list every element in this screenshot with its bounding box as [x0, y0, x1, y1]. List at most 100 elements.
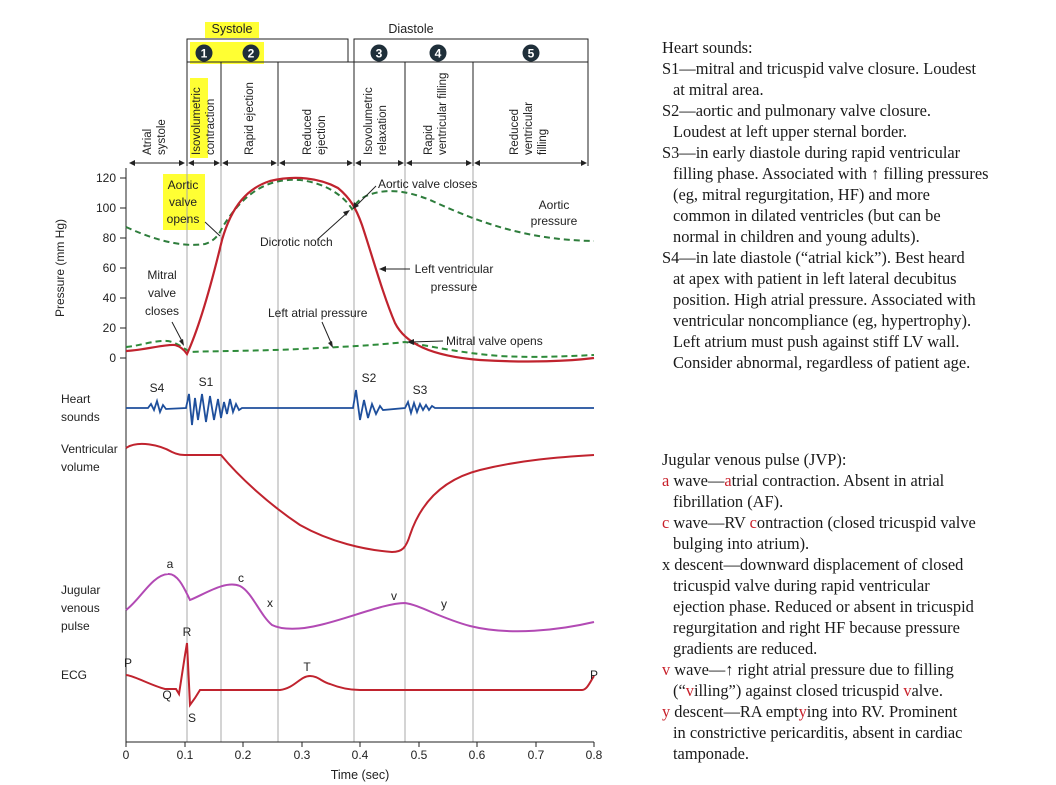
- ecg-trace: [125, 642, 595, 708]
- phase-redfill-c: filling: [537, 129, 549, 155]
- mitral-valve-closes-pointer: [171, 321, 184, 344]
- s3-line4: common in dilated ventricles (but can be: [673, 206, 941, 225]
- svg-text:Heart: Heart: [61, 392, 91, 406]
- svg-text:0.4: 0.4: [352, 748, 369, 762]
- jvp-panel: Jugular venous pulse (JVP): a wave—atria…: [662, 449, 1054, 764]
- la-pressure-pointer: [321, 321, 333, 346]
- phase-badge-3: 3: [370, 44, 388, 62]
- phase-atrial-systole-a: Atrial: [142, 129, 154, 155]
- jvp-c-label: c: [238, 571, 244, 585]
- svg-text:2: 2: [248, 47, 255, 61]
- s3-line3: (eg, mitral regurgitation, HF) and more: [673, 185, 930, 204]
- phase-reduced-ejection-a: Reduced: [302, 109, 314, 155]
- s4-label: S4: [150, 381, 165, 395]
- aortic-valve-opens-pointer: [204, 221, 221, 237]
- time-ticks: [125, 742, 595, 747]
- left-ventricular-pressure-curve: [125, 176, 595, 363]
- svg-text:0.6: 0.6: [469, 748, 486, 762]
- phase-rapidfill-b: ventricular filling: [437, 73, 449, 155]
- svg-text:volume: volume: [61, 460, 100, 474]
- phase-redfill-a: Reduced: [509, 109, 521, 155]
- svg-text:valve: valve: [169, 195, 197, 209]
- svg-text:4: 4: [435, 47, 442, 61]
- phase-isovol-a: Isovolumetric: [191, 87, 203, 155]
- jvp-x-line2: tricuspid valve during rapid ventricular: [673, 576, 930, 595]
- s4-line4: ventricular noncompliance (eg, hypertrop…: [673, 311, 972, 330]
- aortic-valve-opens-label: Aortic valve opens: [167, 178, 200, 226]
- ecg-wave-labels: P Q R S T P: [124, 625, 598, 725]
- phase-isovol-b: contraction: [205, 99, 217, 155]
- aortic-valve-closes-label: Aortic valve closes: [378, 177, 477, 191]
- ventricular-volume-curve: [125, 442, 595, 554]
- phase-rapid-ejection: Rapid ejection: [244, 82, 256, 155]
- phase-isorelax-a: Isovolumetric: [363, 87, 375, 155]
- time-tick-labels: 0 0.1 0.2 0.3 0.4 0.5 0.6 0.7 0.8: [123, 748, 603, 762]
- svg-text:3: 3: [376, 47, 383, 61]
- s4-line5: Left atrium must push against stiff LV w…: [673, 332, 960, 351]
- heart-sounds-trace: [126, 389, 594, 426]
- svg-text:opens: opens: [167, 212, 200, 226]
- s2-line2: Loudest at left upper sternal border.: [673, 122, 907, 141]
- s3-line5: normal in children and young adults).: [673, 227, 920, 246]
- svg-text:0.3: 0.3: [294, 748, 311, 762]
- svg-text:1: 1: [201, 47, 208, 61]
- svg-text:60: 60: [103, 261, 117, 275]
- jvp-v-label: v: [391, 589, 397, 603]
- phase-labels: Atrial systole Isovolumetric contraction…: [142, 73, 549, 155]
- svg-text:120: 120: [96, 171, 116, 185]
- s1-line1: S1—mitral and tricuspid valve closure. L…: [662, 59, 977, 78]
- jvp-curve: [125, 573, 595, 633]
- lv-pressure-label: Left ventricular pressure: [415, 262, 494, 294]
- svg-text:Jugular: Jugular: [61, 583, 100, 597]
- phase-badge-1: 1: [195, 44, 213, 62]
- s4-line3: position. High atrial pressure. Associat…: [673, 290, 976, 309]
- phase-reduced-ejection-b: ejection: [316, 115, 328, 155]
- s4-line6: Consider abnormal, regardless of patient…: [673, 353, 971, 372]
- s3-line2: filling phase. Associated with ↑ filling…: [673, 164, 989, 183]
- svg-text:0.2: 0.2: [235, 748, 252, 762]
- pressure-tick-labels: 120 100 80 60 40 20 0: [96, 171, 116, 365]
- svg-text:0.7: 0.7: [528, 748, 545, 762]
- svg-text:0: 0: [123, 748, 130, 762]
- heart-sound-labels: S4 S1 S2 S3: [150, 371, 428, 397]
- ecg-p1-label: P: [124, 656, 132, 670]
- dicrotic-notch-label: Dicrotic notch: [260, 235, 333, 249]
- svg-text:pressure: pressure: [431, 280, 478, 294]
- cardiac-cycle-diagram: Systole Diastole 1 2 3 4 5 Atrial systol…: [53, 22, 603, 782]
- pressure-ticks: [120, 177, 126, 359]
- dicrotic-notch-pointer: [317, 211, 349, 240]
- svg-text:pulse: pulse: [61, 619, 90, 633]
- svg-text:venous: venous: [61, 601, 100, 615]
- phase-badge-2: 2: [242, 44, 260, 62]
- systole-bracket: [186, 38, 349, 62]
- la-pressure-label: Left atrial pressure: [268, 306, 368, 320]
- jvp-x-line3: ejection phase. Reduced or absent in tri…: [673, 597, 974, 616]
- ecg-label: ECG: [61, 668, 87, 682]
- aortic-pressure-curve: [125, 178, 595, 246]
- svg-text:0.5: 0.5: [411, 748, 428, 762]
- jvp-title: Jugular venous pulse (JVP):: [662, 450, 847, 469]
- svg-text:20: 20: [103, 321, 117, 335]
- phase-isorelax-b: relaxation: [377, 105, 389, 155]
- vertical-gridlines: [186, 166, 474, 742]
- jvp-a-line2: fibrillation (AF).: [673, 492, 784, 511]
- heart-sounds-title: Heart sounds:: [662, 38, 753, 57]
- svg-text:pressure: pressure: [531, 214, 578, 228]
- jvp-c-line2: bulging into atrium).: [673, 534, 810, 553]
- s4-line1: S4—in late diastole (“atrial kick”). Bes…: [662, 248, 965, 267]
- mitral-valve-opens-pointer: [409, 340, 444, 343]
- svg-text:Left ventricular: Left ventricular: [415, 262, 494, 276]
- jvp-y-line2: in constrictive pericarditis, absent in …: [673, 723, 963, 742]
- svg-text:Mitral: Mitral: [147, 268, 176, 282]
- jvp-y-line1: y descent—RA emptying into RV. Prominent: [662, 702, 958, 721]
- aortic-pressure-label: Aortic pressure: [531, 198, 578, 228]
- phase-atrial-systole-b: systole: [156, 119, 168, 155]
- jvp-v-line2: (“villing”) against closed tricuspid val…: [673, 681, 943, 700]
- diastole-label: Diastole: [388, 22, 433, 36]
- svg-text:Ventricular: Ventricular: [61, 442, 118, 456]
- svg-text:80: 80: [103, 231, 117, 245]
- jvp-x-line1: x descent—downward displacement of close…: [662, 555, 964, 574]
- s2-label: S2: [362, 371, 377, 385]
- time-axis-label: Time (sec): [331, 768, 390, 782]
- phase-arrows: [129, 160, 587, 166]
